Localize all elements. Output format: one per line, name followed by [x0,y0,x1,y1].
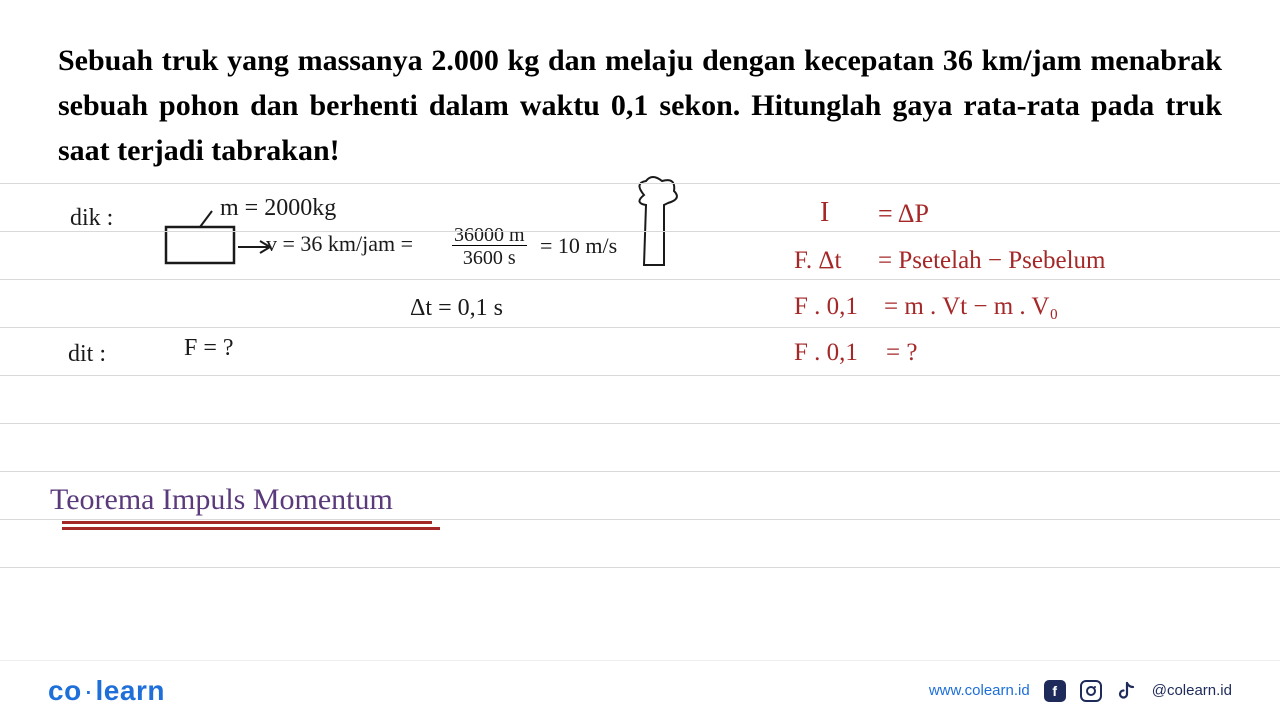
eq2-left: F. Δt [794,247,841,275]
ruled-line [0,519,1280,520]
tree-sketch [624,175,694,285]
velocity-value: v = 36 km/jam = [266,231,413,257]
ruled-line [0,183,1280,184]
ruled-line [0,279,1280,280]
workspace: dik : m = 2000kg v = 36 km/jam = 36000 m… [0,183,1280,603]
ruled-line [0,375,1280,376]
underline-1 [62,521,432,524]
eq1-right: = ΔP [878,199,929,229]
facebook-icon[interactable]: f [1044,680,1066,702]
eq3-left: F . 0,1 [794,293,858,321]
footer-right: www.colearn.id f @colearn.id [929,680,1232,702]
social-handle: @colearn.id [1152,682,1232,699]
instagram-icon[interactable] [1080,680,1102,702]
velocity-result: = 10 m/s [540,233,617,259]
problem-statement: Sebuah truk yang massanya 2.000 kg dan m… [0,0,1280,183]
tiktok-icon[interactable] [1116,680,1138,702]
footer: co·learn www.colearn.id f @colearn.id [0,660,1280,720]
dit-label: dit : [68,341,106,368]
footer-url[interactable]: www.colearn.id [929,682,1030,699]
ruled-line [0,471,1280,472]
ruled-line [0,423,1280,424]
eq1-left: I [820,197,829,229]
ruled-line [0,231,1280,232]
ruled-line [0,567,1280,568]
delta-t: Δt = 0,1 s [410,295,503,322]
dit-f: F = ? [184,335,234,362]
eq2-right: = Psetelah − Psebelum [878,247,1105,275]
eq4-right: = ? [886,339,917,367]
underline-2 [62,527,440,530]
theorem-title: Teorema Impuls Momentum [50,483,393,517]
eq3-right: = m . Vt − m . V₀ [884,293,1058,321]
ruled-line [0,327,1280,328]
dik-label: dik : [70,205,113,232]
truck-sketch [160,205,280,275]
eq4-left: F . 0,1 [794,339,858,367]
brand-logo: co·learn [48,675,165,707]
